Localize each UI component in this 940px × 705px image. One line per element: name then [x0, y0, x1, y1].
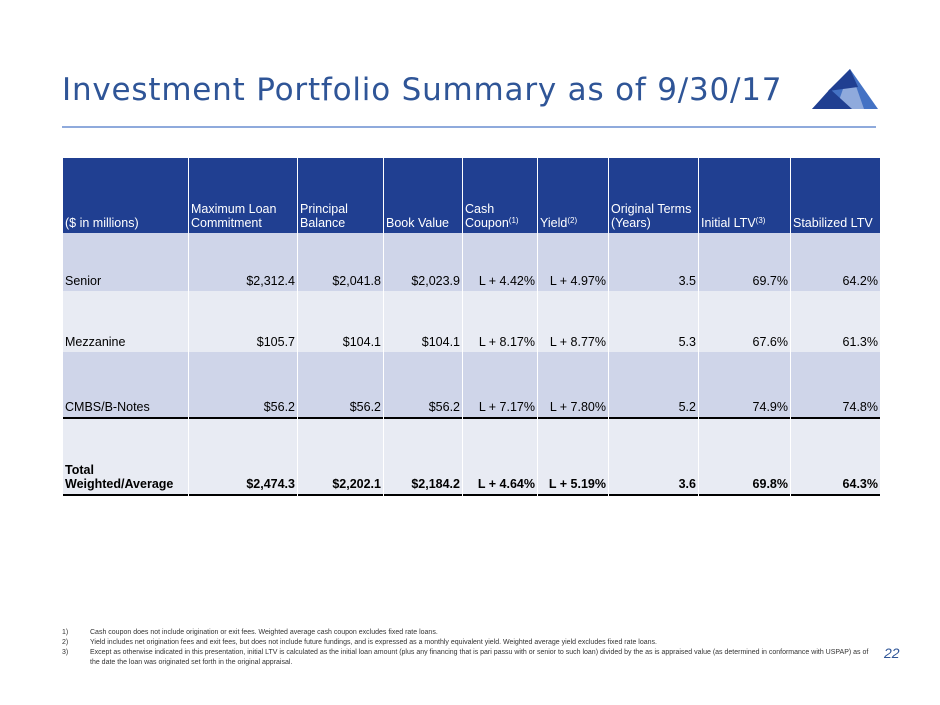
- header-cell: Principal Balance: [298, 158, 383, 233]
- row-label: CMBS/B-Notes: [63, 352, 188, 419]
- table-cell: L + 8.17%: [463, 291, 537, 352]
- table-cell: 69.8%: [699, 419, 790, 496]
- table-cell: 61.3%: [791, 291, 880, 352]
- table-cell: 74.9%: [699, 352, 790, 419]
- table-cell: 64.2%: [791, 233, 880, 291]
- table-cell: 64.3%: [791, 419, 880, 496]
- table-cell: $56.2: [189, 352, 297, 419]
- row-label: Total Weighted/Average: [63, 419, 188, 496]
- table-cell: L + 4.97%: [538, 233, 608, 291]
- table-row: Senior $2,312.4 $2,041.8 $2,023.9 L + 4.…: [63, 233, 880, 291]
- table-cell: L + 7.80%: [538, 352, 608, 419]
- table-cell: $2,184.2: [384, 419, 462, 496]
- table-cell: L + 7.17%: [463, 352, 537, 419]
- page-number: 22: [884, 645, 900, 661]
- header-cell: Book Value: [384, 158, 462, 233]
- row-label: Senior: [63, 233, 188, 291]
- table-cell: $2,023.9: [384, 233, 462, 291]
- table-cell: L + 8.77%: [538, 291, 608, 352]
- header-cell: ($ in millions): [63, 158, 188, 233]
- table-cell: $104.1: [298, 291, 383, 352]
- table-cell: $2,312.4: [189, 233, 297, 291]
- table-cell: 3.5: [609, 233, 698, 291]
- table-cell: $56.2: [384, 352, 462, 419]
- table-header-row: ($ in millions) Maximum Loan Commitment …: [63, 158, 880, 233]
- portfolio-summary-table: ($ in millions) Maximum Loan Commitment …: [62, 158, 881, 496]
- footnotes: 1) Cash coupon does not include originati…: [62, 628, 872, 668]
- table-cell: $56.2: [298, 352, 383, 419]
- header-cell: Initial LTV(3): [699, 158, 790, 233]
- header-cell: Original Terms (Years): [609, 158, 698, 233]
- table-cell: $105.7: [189, 291, 297, 352]
- total-row: Total Weighted/Average $2,474.3 $2,202.1…: [63, 419, 880, 496]
- table-cell: 67.6%: [699, 291, 790, 352]
- table-cell: L + 4.64%: [463, 419, 537, 496]
- header-cell: Cash Coupon(1): [463, 158, 537, 233]
- table-cell: $2,474.3: [189, 419, 297, 496]
- table-cell: $2,202.1: [298, 419, 383, 496]
- table-cell: 5.2: [609, 352, 698, 419]
- footnote: 3) Except as otherwise indicated in this …: [62, 649, 869, 666]
- header-cell: Maximum Loan Commitment: [189, 158, 297, 233]
- page-title: Investment Portfolio Summary as of 9/30/…: [62, 72, 783, 108]
- table-cell: 3.6: [609, 419, 698, 496]
- footnote: 2) Yield includes net origination fees an…: [62, 639, 657, 646]
- title-divider: [62, 126, 876, 128]
- footnote: 1) Cash coupon does not include originati…: [62, 629, 438, 636]
- table-cell: $2,041.8: [298, 233, 383, 291]
- table-cell: 5.3: [609, 291, 698, 352]
- table-cell: 69.7%: [699, 233, 790, 291]
- table-cell: $104.1: [384, 291, 462, 352]
- table-cell: L + 5.19%: [538, 419, 608, 496]
- table-cell: 74.8%: [791, 352, 880, 419]
- header-cell: Stabilized LTV: [791, 158, 880, 233]
- header-cell: Yield(2): [538, 158, 608, 233]
- table-row: CMBS/B-Notes $56.2 $56.2 $56.2 L + 7.17%…: [63, 352, 880, 419]
- table-row: Mezzanine $105.7 $104.1 $104.1 L + 8.17%…: [63, 291, 880, 352]
- table-cell: L + 4.42%: [463, 233, 537, 291]
- mountain-triangles-logo: [812, 69, 878, 109]
- row-label: Mezzanine: [63, 291, 188, 352]
